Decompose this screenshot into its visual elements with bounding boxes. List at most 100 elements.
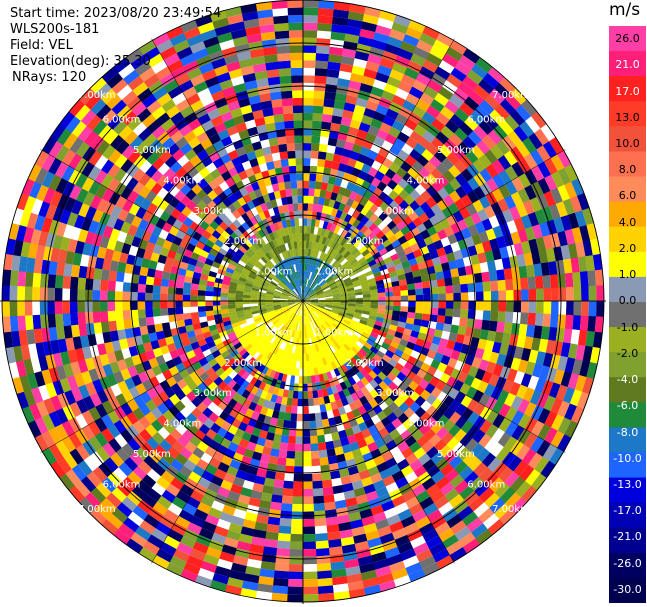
velocity-gate xyxy=(454,127,469,142)
velocity-gate xyxy=(449,399,461,412)
velocity-gate xyxy=(68,416,82,433)
velocity-gate xyxy=(360,21,378,33)
velocity-gate xyxy=(474,481,490,497)
velocity-gate xyxy=(398,316,408,323)
colorbar-segment xyxy=(609,176,646,203)
velocity-gate xyxy=(201,434,213,447)
velocity-gate xyxy=(457,81,474,97)
velocity-gate xyxy=(227,441,239,453)
velocity-gate xyxy=(460,343,471,355)
velocity-gate xyxy=(219,221,229,231)
velocity-gate xyxy=(152,293,161,301)
velocity-gate xyxy=(335,244,343,253)
velocity-gate xyxy=(68,169,82,185)
velocity-gate xyxy=(289,420,297,429)
velocity-gate xyxy=(336,235,345,245)
velocity-gate xyxy=(16,391,29,409)
velocity-gate xyxy=(407,355,417,366)
velocity-gate xyxy=(445,540,463,556)
velocity-gate xyxy=(123,318,133,330)
velocity-gate xyxy=(251,536,266,547)
velocity-gate xyxy=(221,243,230,252)
velocity-gate xyxy=(113,57,131,73)
velocity-gate xyxy=(176,274,186,283)
velocity-gate xyxy=(65,116,81,133)
velocity-gate xyxy=(338,310,347,315)
velocity-gate xyxy=(391,527,408,540)
velocity-gate xyxy=(294,315,299,323)
velocity-gate xyxy=(320,471,332,481)
velocity-gate xyxy=(280,295,289,298)
velocity-gate xyxy=(69,448,84,465)
velocity-gate xyxy=(132,181,145,195)
velocity-gate xyxy=(101,477,117,493)
velocity-gate xyxy=(342,109,354,120)
velocity-gate xyxy=(441,431,454,445)
velocity-gate xyxy=(265,252,273,261)
velocity-gate xyxy=(342,274,350,281)
velocity-gate xyxy=(227,379,237,389)
velocity-gate xyxy=(525,324,535,338)
velocity-gate xyxy=(222,338,232,347)
velocity-gate xyxy=(100,497,117,514)
velocity-gate xyxy=(205,305,214,312)
velocity-gate xyxy=(87,255,97,268)
velocity-gate xyxy=(303,316,306,324)
velocity-gate xyxy=(355,362,364,372)
velocity-gate xyxy=(288,312,295,320)
velocity-gate xyxy=(124,233,135,246)
velocity-gate xyxy=(167,502,183,517)
velocity-gate xyxy=(226,529,241,541)
velocity-gate xyxy=(574,375,587,392)
velocity-gate xyxy=(523,432,538,449)
velocity-gate xyxy=(333,341,341,350)
velocity-gate xyxy=(458,532,476,548)
velocity-gate xyxy=(347,126,359,137)
velocity-gate xyxy=(179,332,189,341)
velocity-gate xyxy=(254,444,264,454)
velocity-gate xyxy=(361,237,371,246)
velocity-gate xyxy=(282,317,289,325)
velocity-gate xyxy=(368,193,379,204)
velocity-gate xyxy=(391,315,400,322)
velocity-gate xyxy=(391,418,403,429)
velocity-gate xyxy=(315,309,322,315)
velocity-gate xyxy=(290,218,296,227)
velocity-gate xyxy=(310,256,315,265)
velocity-gate xyxy=(286,274,292,283)
velocity-gate xyxy=(330,353,337,362)
velocity-gate xyxy=(257,195,266,205)
velocity-gate xyxy=(255,514,269,524)
velocity-gate xyxy=(296,421,303,429)
velocity-gate xyxy=(548,327,558,342)
velocity-gate xyxy=(197,567,215,581)
velocity-gate xyxy=(483,291,492,302)
velocity-gate xyxy=(479,329,489,341)
velocity-gate xyxy=(295,165,304,174)
ring-label: 6.00km xyxy=(467,479,505,490)
velocity-gate xyxy=(275,356,282,365)
velocity-gate xyxy=(256,321,264,328)
velocity-gate xyxy=(317,250,322,259)
velocity-gate xyxy=(195,14,213,27)
velocity-gate xyxy=(436,32,454,47)
velocity-gate xyxy=(445,301,454,309)
velocity-gate xyxy=(287,351,292,360)
velocity-gate xyxy=(315,308,323,314)
velocity-gate xyxy=(212,396,223,407)
velocity-gate xyxy=(56,261,66,276)
velocity-gate xyxy=(223,239,233,248)
velocity-gate xyxy=(303,301,308,307)
velocity-gate xyxy=(312,480,323,489)
velocity-gate xyxy=(223,217,233,227)
velocity-gate xyxy=(249,324,258,332)
velocity-gate xyxy=(437,362,448,373)
velocity-gate xyxy=(319,342,325,351)
velocity-gate xyxy=(267,334,275,342)
velocity-gate xyxy=(367,277,376,284)
velocity-gate xyxy=(397,48,414,61)
velocity-gate xyxy=(296,173,304,181)
velocity-gate xyxy=(183,374,194,385)
velocity-gate xyxy=(349,472,362,483)
velocity-gate xyxy=(313,196,320,205)
